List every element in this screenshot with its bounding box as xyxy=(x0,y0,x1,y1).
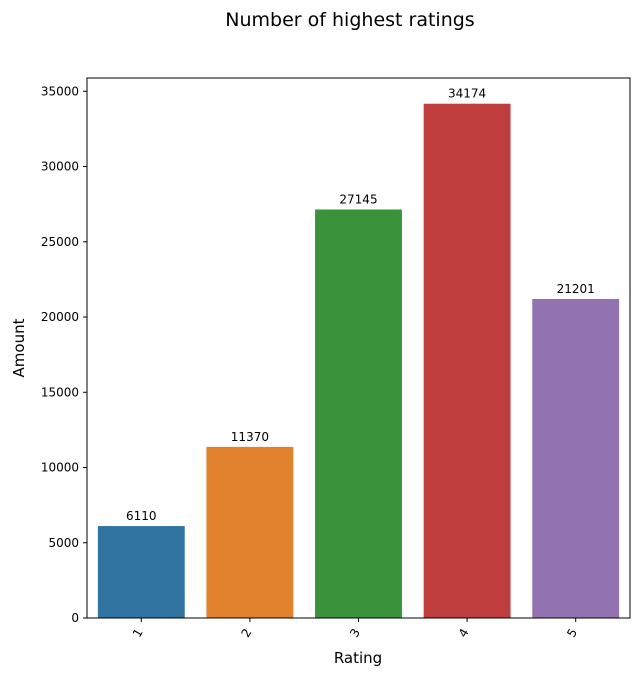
y-axis-label: Amount xyxy=(10,318,28,377)
y-tick-label: 35000 xyxy=(41,84,79,98)
y-tick-label: 10000 xyxy=(41,461,79,475)
bar-rating-1 xyxy=(97,526,185,618)
bar-rating-2 xyxy=(206,446,294,618)
data-label-rating-4: 34174 xyxy=(448,87,486,101)
data-label-rating-1: 6110 xyxy=(126,509,157,523)
data-label-rating-3: 27145 xyxy=(339,192,377,206)
x-tick-label-5: 5 xyxy=(564,626,580,640)
y-axis-ticks: 0 5000 10000 15000 20000 25000 30000 35000 xyxy=(41,84,87,625)
plot-frame xyxy=(86,77,631,619)
data-label-rating-2: 11370 xyxy=(231,430,269,444)
bar-rating-4 xyxy=(423,103,511,619)
data-labels-group: 6110 11370 27145 34174 21201 xyxy=(126,87,595,523)
x-tick-label-2: 2 xyxy=(238,626,254,640)
x-tick-label-1: 1 xyxy=(130,626,146,640)
y-tick-label: 0 xyxy=(71,611,79,625)
x-axis-ticks: 1 2 3 4 5 xyxy=(130,618,580,640)
chart-title: Number of highest ratings xyxy=(225,9,474,31)
x-tick-label-4: 4 xyxy=(456,626,472,640)
y-tick-label: 5000 xyxy=(48,536,79,550)
bar-rating-3 xyxy=(315,209,402,618)
x-tick-label-3: 3 xyxy=(347,626,363,640)
x-axis-label: Rating xyxy=(334,649,382,667)
bars-group xyxy=(97,103,620,619)
bar-rating-5 xyxy=(532,298,620,618)
y-tick-label: 15000 xyxy=(41,385,79,399)
y-tick-label: 20000 xyxy=(41,310,79,324)
data-label-rating-5: 21201 xyxy=(557,282,595,296)
y-tick-label: 25000 xyxy=(41,235,79,249)
y-tick-label: 30000 xyxy=(41,160,79,174)
